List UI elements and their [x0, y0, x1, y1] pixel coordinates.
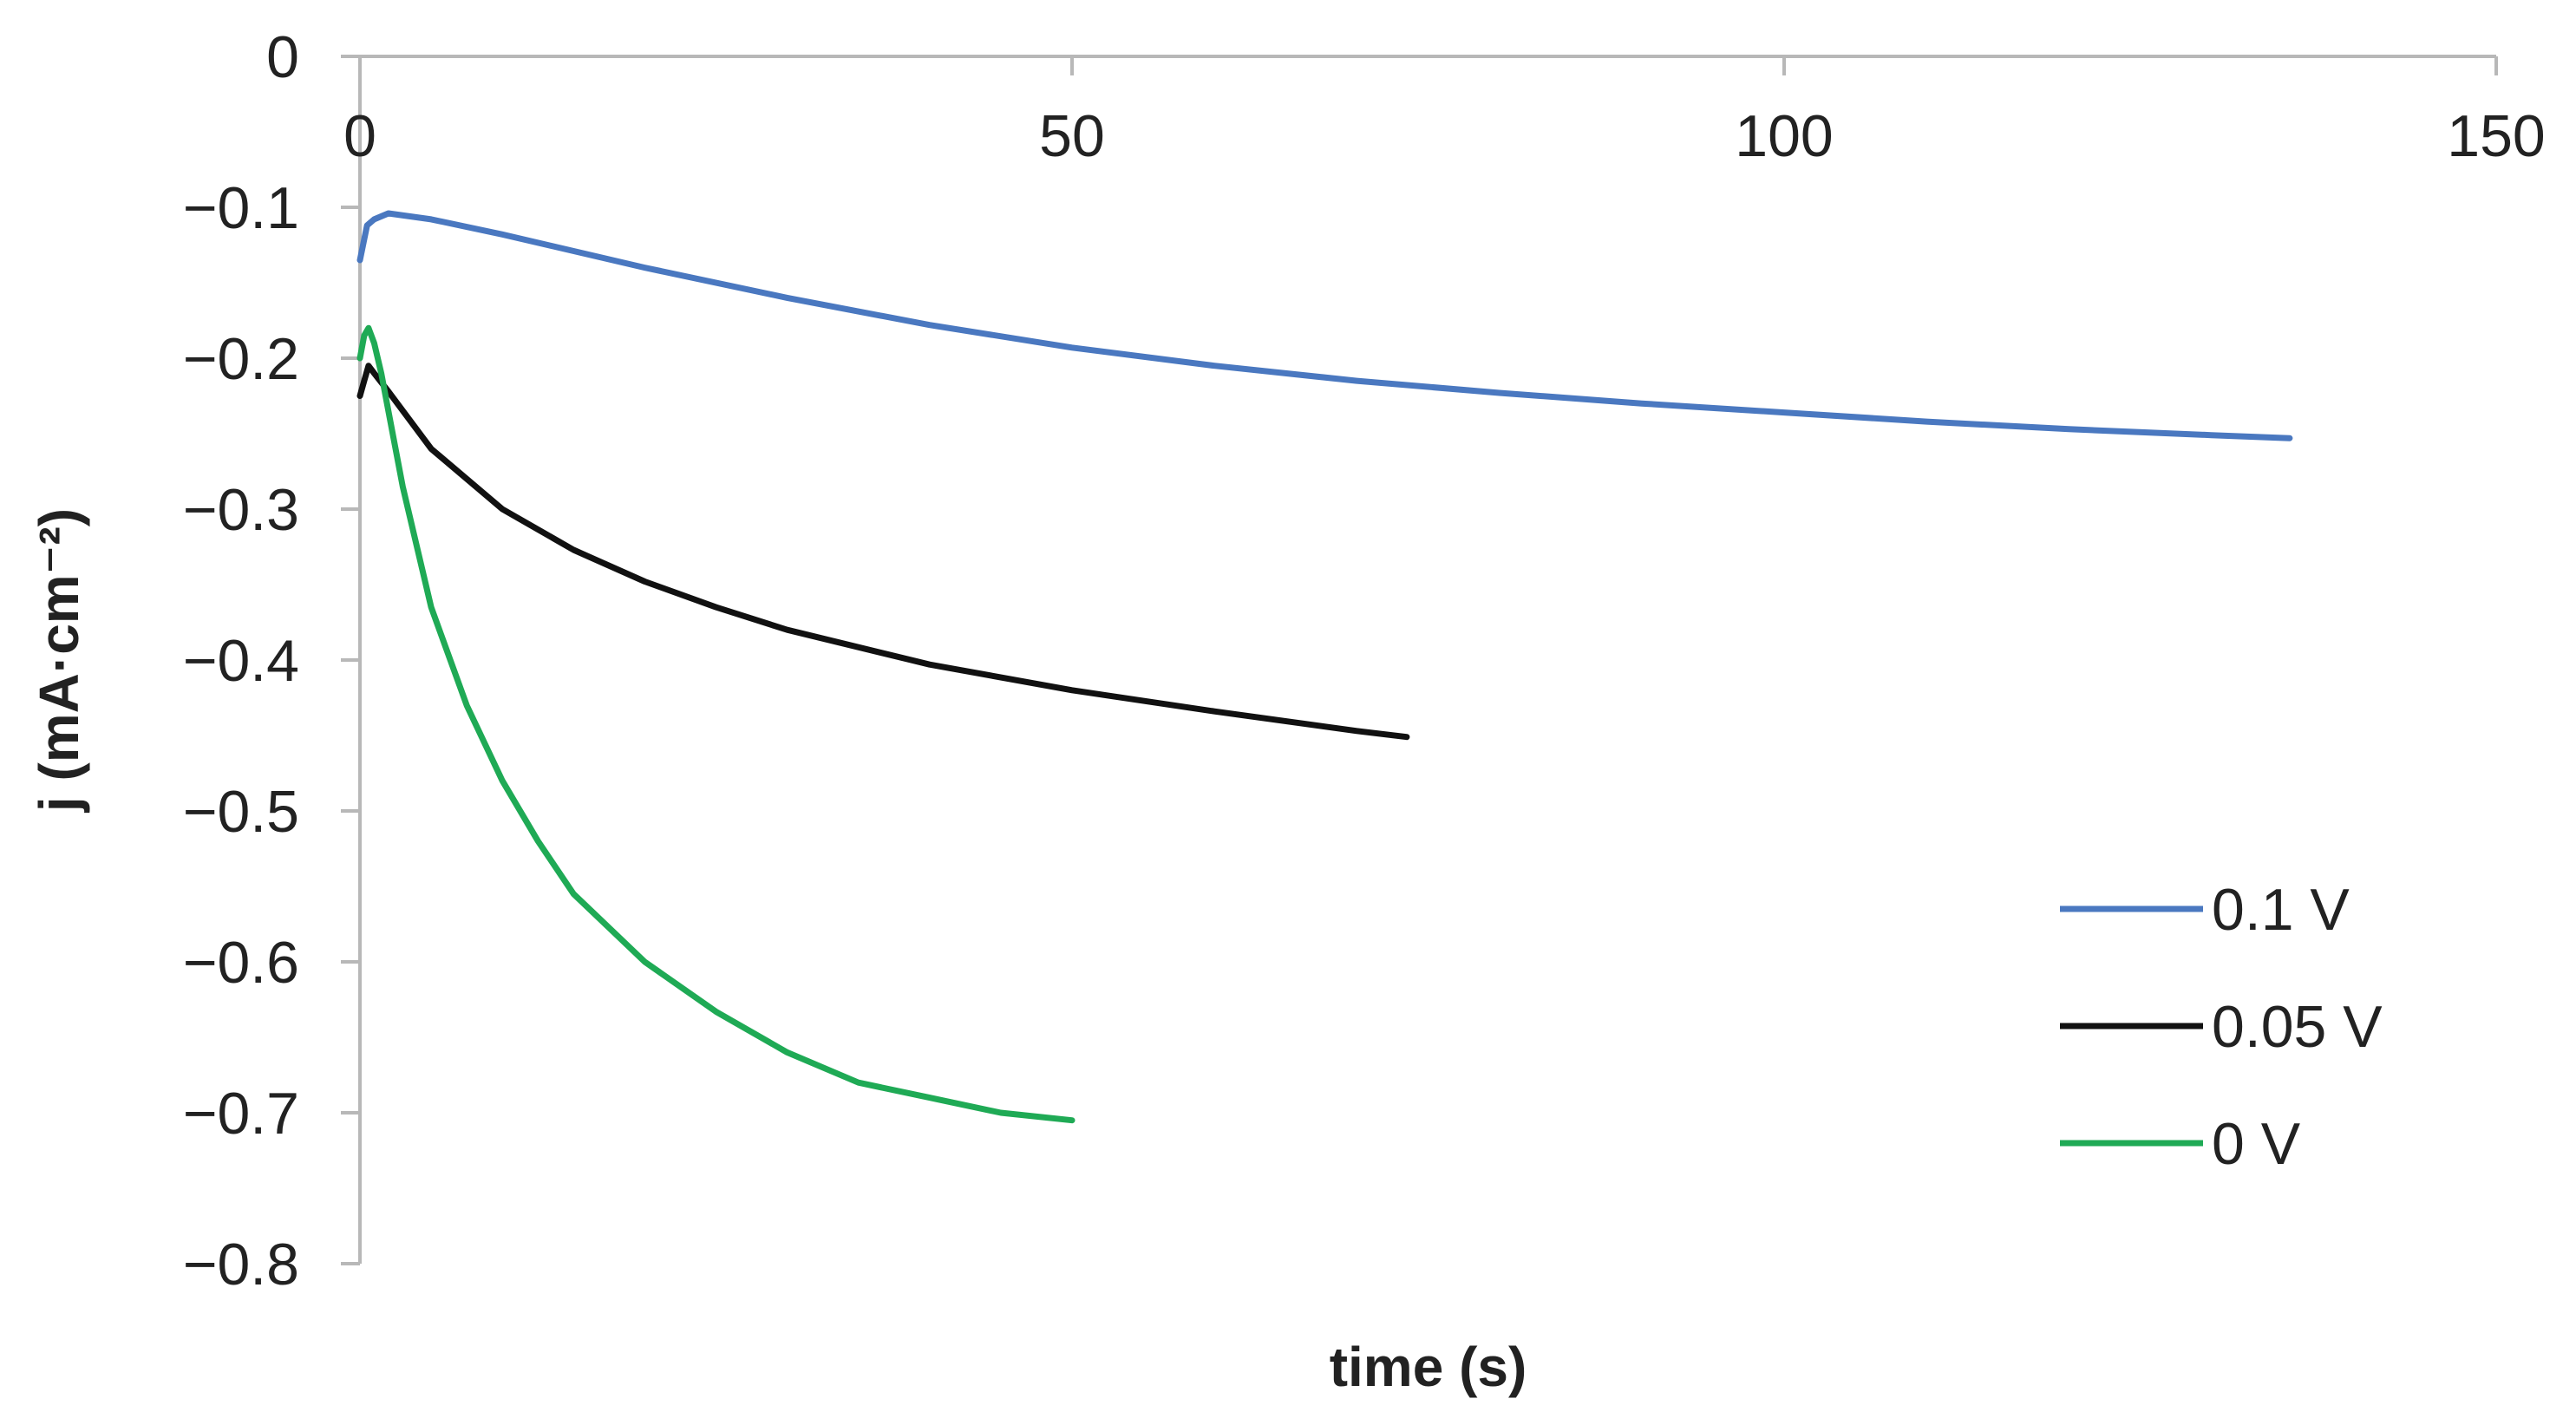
legend-label-0: 0.1 V: [2212, 877, 2350, 943]
x-tick-label: 50: [1039, 103, 1105, 169]
x-tick-label: 150: [2447, 103, 2545, 169]
legend-label-2: 0 V: [2212, 1111, 2301, 1177]
legend-label-1: 0.05 V: [2212, 994, 2383, 1060]
series-line-1: [356, 363, 1410, 741]
series-line-0: [356, 210, 2293, 441]
y-tick-label: −0.8: [183, 1232, 299, 1298]
y-tick-label: −0.4: [183, 628, 299, 694]
y-axis-title: j (mA·cm⁻²): [28, 508, 90, 813]
x-tick-label: 0: [343, 103, 376, 169]
x-axis-title: time (s): [1330, 1336, 1527, 1398]
y-tick-label: −0.1: [183, 175, 299, 241]
series-line-2: [356, 324, 1076, 1124]
series-lines: [356, 210, 2293, 1124]
legend: 0.1 V 0.05 V 0 V: [2060, 877, 2383, 1177]
x-tick-label: 100: [1735, 103, 1833, 169]
y-tick-label: −0.6: [183, 930, 299, 996]
axes: 0 50 100 150 0 −0.1 −0.2 −0.3 −0.4 −0.5 −0.6 −0.7 −0…: [183, 24, 2546, 1298]
y-tick-label: −0.7: [183, 1081, 299, 1147]
y-tick-label: 0: [266, 24, 299, 90]
y-tick-label: −0.3: [183, 477, 299, 543]
y-tick-label: −0.2: [183, 326, 299, 392]
y-tick-label: −0.5: [183, 779, 299, 845]
